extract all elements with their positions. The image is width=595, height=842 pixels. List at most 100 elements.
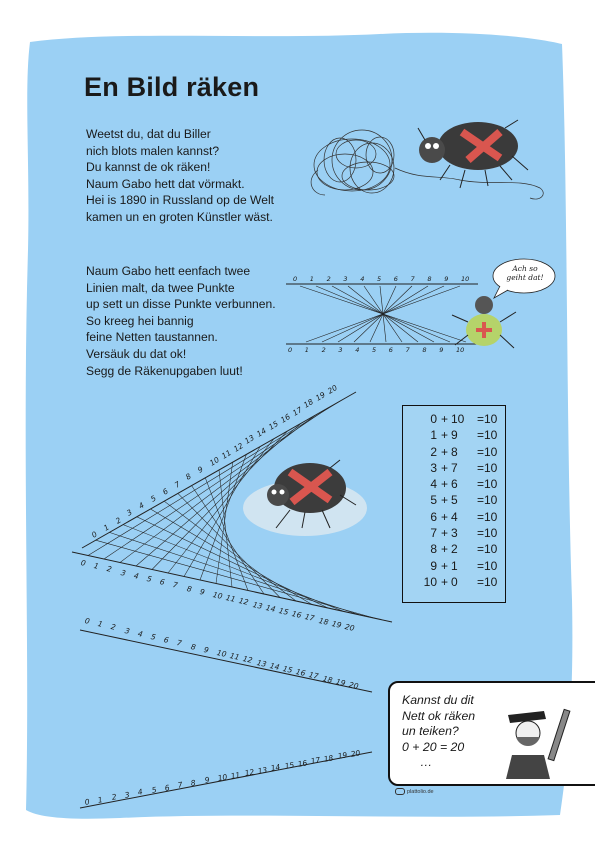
sum-row: 10 +0 =10 (403, 574, 505, 590)
sum-row: 0 +10 =10 (403, 411, 505, 427)
footer-credit: plattolio.de (395, 788, 434, 795)
sums-table: 0 +10 =10 1 +9 =10 2 +8 =10 3 +7 =10 4 +6 =10 5 +5 =10 6 +4… (402, 405, 506, 603)
sum-op: + (441, 460, 449, 475)
ruler-tick-label: 3 (338, 346, 343, 354)
ruler-tick-label: 0 (293, 275, 298, 283)
intro-line: kamen un en groten Künstler wäst. (86, 209, 273, 224)
sum-row: 5 +5 =10 (403, 492, 505, 508)
ruler-tick-label: 10 (456, 346, 465, 354)
ruler-tick-label: 2 (326, 275, 331, 283)
instruction-line: Segg de Räkenupgaben luut! (86, 363, 243, 378)
sum-b: 5 (451, 493, 458, 508)
sum-op: + (441, 574, 449, 589)
ruler-tick-label: 13 (255, 657, 267, 669)
teacher-figure (506, 708, 571, 779)
ruler-tick-label: 2 (321, 346, 326, 354)
speech-line: geiht dat! (506, 273, 544, 282)
ruler-tick-label: 2 (110, 792, 117, 803)
ruler-tick-label: 4 (360, 275, 365, 283)
sum-row: 3 +7 =10 (403, 460, 505, 476)
sum-a: 10 (423, 574, 437, 589)
ruler-tick-label: 7 (405, 346, 410, 354)
task-line: Kannst du dit (402, 693, 474, 707)
ruler-tick-label: 6 (163, 782, 171, 793)
sum-eq: =10 (477, 444, 498, 459)
ruler-tick-label: 19 (330, 618, 343, 630)
task-line: Nett ok räken (402, 708, 476, 723)
speech-bubble: Ach so geiht dat! (498, 264, 552, 282)
sum-op: + (441, 526, 449, 541)
ruler-tick-label: 17 (310, 755, 322, 767)
sum-b: 0 (451, 574, 458, 589)
ruler-tick-label: 20 (347, 680, 360, 691)
sum-op: + (441, 428, 449, 443)
instruction-line: So kreeg hei bannig (86, 313, 194, 328)
ruler-tick-label: 4 (355, 346, 360, 354)
sum-a: 1 (430, 428, 437, 443)
sum-b: 10 (451, 412, 465, 426)
plattolio-logo-icon (395, 788, 405, 795)
footer-text: plattolio.de (407, 788, 434, 795)
ruler-tick-label: 14 (264, 602, 277, 614)
ruler-tick-label: 15 (283, 760, 295, 771)
instruction-line: Linien malt, da twee Punkte (86, 280, 235, 295)
ruler-tick-label: 6 (388, 346, 393, 354)
intro-paragraph: Weetst du, dat du Biller nich blots male… (86, 126, 274, 226)
sum-b: 7 (451, 460, 458, 475)
ruler-tick-label: 1 (304, 346, 309, 354)
sum-row: 4 +6 =10 (403, 476, 505, 492)
sum-b: 8 (451, 444, 458, 459)
ruler-tick-label: 15 (277, 606, 290, 617)
intro-line: Naum Gabo hett dat vörmakt. (86, 176, 245, 191)
intro-line: Hei is 1890 in Russland op de Welt (86, 193, 275, 208)
ruler-tick-label: 10 (461, 275, 470, 283)
ruler-tick-label: 8 (189, 641, 197, 652)
ruler-tick-label: 3 (343, 275, 348, 283)
instruction-paragraph: Naum Gabo hett eenfach twee Linien malt,… (86, 263, 276, 379)
ruler-tick-label: 8 (427, 275, 432, 283)
sum-row: 2 +8 =10 (403, 444, 505, 460)
ruler-tick-label: 11 (230, 769, 242, 781)
ruler-tick-label: 10 (217, 772, 228, 783)
ruler-tick-label: 15 (281, 664, 294, 675)
ruler-tick-label: 18 (317, 615, 329, 627)
instruction-line: feine Netten taustannen. (86, 330, 218, 345)
ruler-tick-label: 5 (150, 785, 157, 795)
sum-eq: =10 (477, 477, 498, 492)
instruction-line: Versäuk du dat ok! (86, 346, 187, 361)
ruler-tick-label: 9 (444, 275, 449, 283)
ruler-tick-label: 1 (309, 275, 314, 283)
sum-op: + (441, 412, 449, 426)
sum-row: 9 +1 =10 (403, 558, 505, 574)
sum-a: 4 (430, 477, 437, 492)
sum-a: 9 (430, 558, 437, 573)
sum-op: + (441, 509, 449, 524)
sum-b: 6 (451, 477, 458, 492)
ruler-tick-label: 9 (439, 346, 444, 354)
sum-a: 3 (430, 460, 437, 475)
intro-line: Weetst du, dat du Biller (86, 127, 211, 141)
sum-eq: =10 (477, 526, 498, 541)
ruler-tick-label: 8 (185, 583, 193, 594)
ruler-tick-label: 3 (119, 567, 127, 578)
ruler-tick-label: 8 (422, 346, 427, 354)
sum-a: 0 (430, 412, 437, 426)
ruler-tick-label: 14 (268, 660, 281, 672)
sum-a: 8 (430, 542, 437, 557)
ruler-tick-label: 13 (251, 599, 263, 611)
sum-eq: =10 (477, 428, 498, 443)
sum-row: 1 +9 =10 (403, 427, 505, 443)
sum-row: 8 +2 =10 (403, 541, 505, 557)
speech-line: Ach so (512, 264, 538, 273)
sum-op: + (441, 444, 449, 459)
sum-row: 6 +4 =10 (403, 509, 505, 525)
ruler-tick-label: 5 (372, 346, 377, 354)
sum-eq: =10 (477, 542, 498, 557)
ruler-tick-label: 3 (123, 625, 131, 636)
sum-a: 2 (430, 444, 437, 459)
ruler-tick-label: 10 (215, 648, 228, 659)
instruction-line: Naum Gabo hett eenfach twee (86, 264, 251, 278)
sum-a: 6 (430, 509, 437, 524)
sum-b: 4 (451, 509, 458, 524)
sum-eq: =10 (477, 460, 498, 475)
